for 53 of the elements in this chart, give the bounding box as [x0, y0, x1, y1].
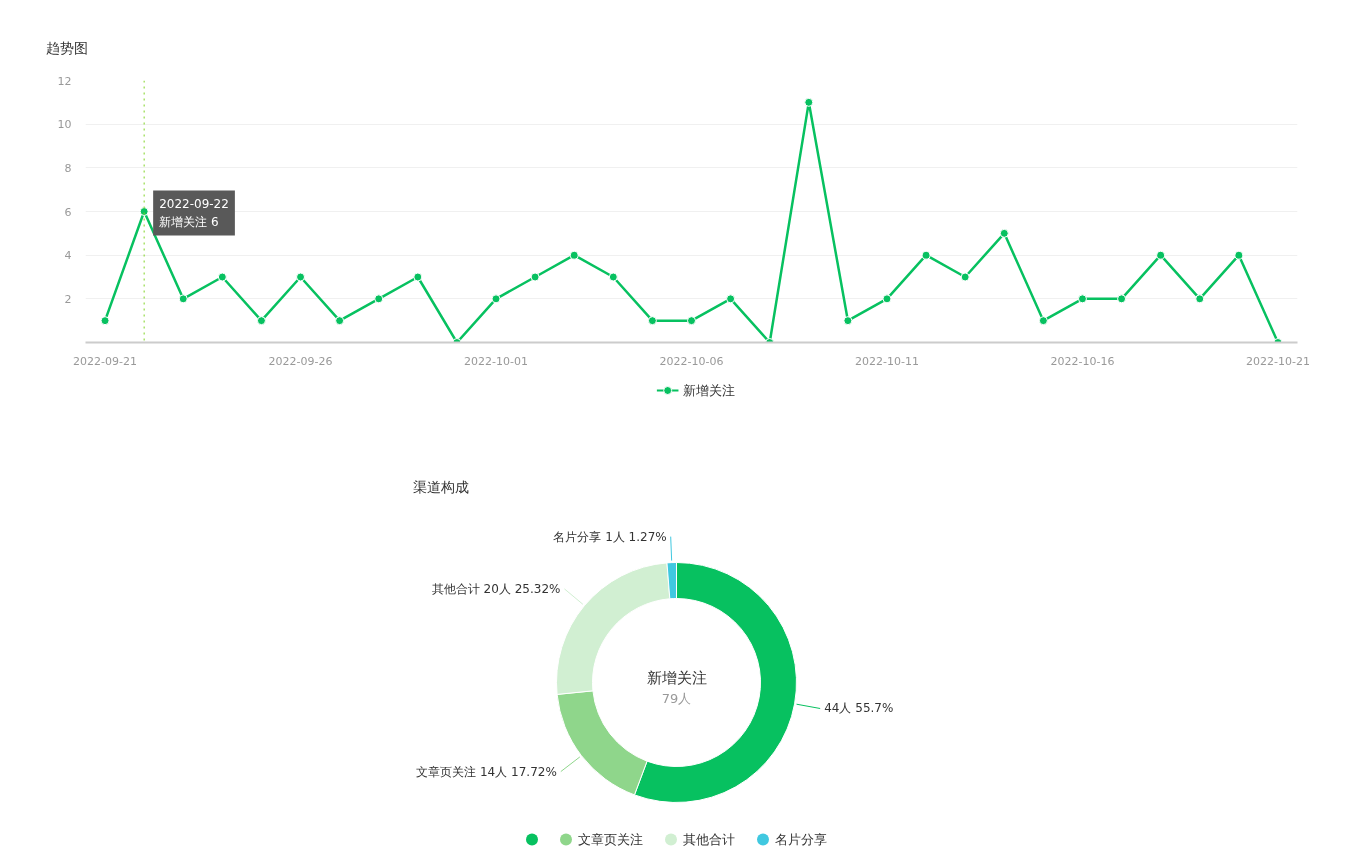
text: 新增关注: [646, 668, 707, 687]
point: [804, 97, 814, 107]
point: [608, 272, 618, 282]
y-tick-label: 8: [64, 161, 72, 175]
point: [1038, 316, 1048, 326]
text: 79人: [661, 691, 692, 706]
point: [530, 272, 540, 282]
point: [100, 316, 110, 326]
y-tick-label: 12: [57, 74, 72, 88]
y-tick-label: 4: [64, 249, 72, 263]
x-tick-label: 2022-09-26: [268, 354, 333, 368]
x-tick-label: 2022-10-06: [659, 354, 724, 368]
y-tick-label: 10: [57, 118, 72, 132]
point: [999, 228, 1009, 238]
point: [843, 316, 853, 326]
legend-label: 新增关注: [682, 383, 735, 398]
point: [335, 316, 345, 326]
point: [296, 272, 306, 282]
category-label: 其他合计 20人 25.32%: [431, 581, 561, 596]
y-tick-label: 2: [64, 292, 72, 306]
point: [687, 316, 696, 326]
point: [178, 294, 188, 304]
chart-title: 趋势图: [45, 39, 88, 56]
y-tick-label: 6: [64, 205, 72, 219]
point: [1234, 250, 1244, 260]
category-label: 名片分享 1人 1.27%: [553, 529, 667, 544]
point: [921, 250, 931, 260]
x-tick-label: 2022-10-11: [855, 354, 919, 368]
point: [960, 272, 970, 282]
point: [217, 272, 227, 282]
point: [491, 294, 501, 304]
x-tick-label: 2022-10-21: [1245, 354, 1310, 368]
point: [569, 250, 579, 260]
point: [413, 272, 423, 282]
point: [256, 316, 266, 326]
point: [882, 294, 892, 304]
x-tick-label: 2022-09-21: [73, 354, 138, 368]
legend-label: 其他合计: [683, 832, 735, 847]
legend-label: 名片分享: [775, 832, 827, 847]
category-label: 文章页关注 14人 17.72%: [416, 764, 557, 779]
legend-label: 文章页关注: [578, 832, 643, 847]
point: [374, 294, 384, 304]
point: [647, 316, 657, 326]
annotation: 2022-09-22 新增关注 6: [159, 196, 229, 230]
data-label: 44人 55.7%: [824, 701, 894, 716]
chart-title: 渠道构成: [412, 478, 469, 495]
point: [1077, 294, 1087, 304]
x-tick-label: 2022-10-16: [1050, 354, 1115, 368]
point: [1195, 294, 1205, 304]
point: [1156, 250, 1166, 260]
point: [1117, 294, 1127, 304]
point: [726, 294, 736, 304]
x-tick-label: 2022-10-01: [464, 354, 528, 368]
